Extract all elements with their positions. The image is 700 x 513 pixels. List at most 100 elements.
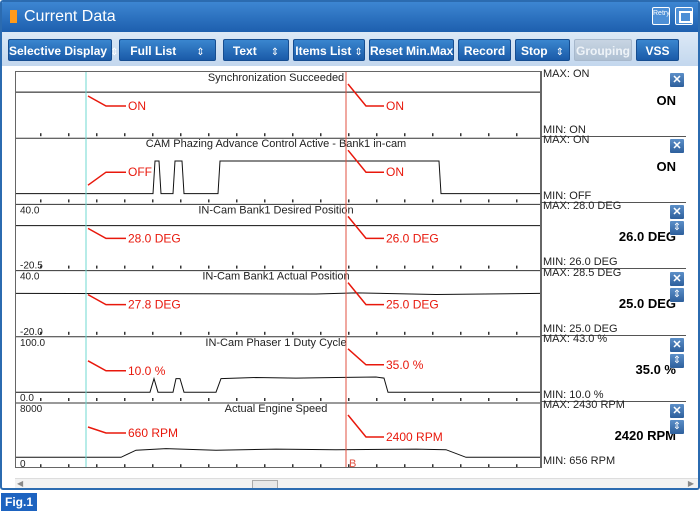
reset-min-max-button[interactable]: Reset Min.Max [369, 39, 454, 61]
annotation-arrow [347, 83, 384, 107]
axis-tick [264, 133, 266, 137]
value-divider [541, 400, 686, 402]
retry-button[interactable]: Retry [652, 7, 670, 25]
horizontal-scrollbar[interactable]: ◀ ▶ [15, 478, 698, 488]
scale-stepper-button[interactable]: ⇕ [670, 221, 684, 236]
axis-tick [264, 199, 266, 203]
record-button[interactable]: Record [458, 39, 511, 61]
y-axis-max-label: 8000 [20, 404, 43, 415]
scale-stepper-button[interactable]: ⇕ [670, 420, 684, 434]
axis-tick [152, 398, 154, 401]
axis-tick [152, 199, 154, 203]
signal-trace [16, 376, 540, 393]
axis-tick [68, 199, 70, 203]
remove-item-button[interactable]: ✕ [670, 73, 684, 87]
remove-item-button[interactable]: ✕ [670, 337, 684, 352]
axis-tick [124, 398, 126, 401]
axis-tick [488, 199, 490, 203]
figure-label: Fig.1 [1, 493, 38, 511]
max-value: MAX: ON [543, 134, 590, 147]
annotation-right-value: ON [386, 99, 404, 113]
max-value: MAX: 28.0 DEG [543, 200, 622, 213]
scale-stepper-button[interactable]: ⇕ [670, 353, 684, 368]
signal-trace [16, 448, 540, 458]
value-panel: MAX: ON ON MIN: ON ✕ [541, 68, 686, 137]
axis-tick [208, 133, 210, 137]
remove-item-button[interactable]: ✕ [670, 205, 684, 220]
stop-label: Stop [520, 44, 548, 58]
side-divider [541, 71, 542, 468]
signal-trace [16, 292, 540, 296]
axis-tick [68, 331, 70, 335]
axis-tick [124, 265, 126, 269]
axis-tick [404, 331, 406, 335]
items-list-select[interactable]: Items List ⇕ [293, 39, 365, 61]
axis-tick [516, 464, 518, 467]
axis-tick [460, 398, 462, 401]
axis-tick [488, 265, 490, 269]
axis-tick [460, 199, 462, 203]
axis-tick [404, 464, 406, 467]
scroll-right-icon[interactable]: ▶ [687, 479, 694, 488]
axis-tick [236, 199, 238, 203]
window-title: Current Data [24, 8, 116, 25]
y-axis-min-label: 0 [20, 459, 26, 468]
axis-tick [320, 331, 322, 335]
value-panel: MAX: 28.5 DEG 25.0 DEG MIN: 25.0 DEG ✕ ⇕ [541, 267, 686, 336]
vss-button[interactable]: VSS [636, 39, 679, 61]
selective-display-select[interactable]: Selective Display ⇕ [8, 39, 118, 61]
y-axis-min-label: -20.5 [20, 261, 43, 272]
axis-tick [68, 265, 70, 269]
min-value: MIN: 10.0 % [543, 388, 604, 401]
axis-tick [40, 398, 42, 401]
max-value: MAX: 43.0 % [543, 332, 608, 345]
min-value: MIN: ON [543, 124, 586, 136]
grouping-button[interactable]: Grouping [574, 39, 632, 61]
panel-title: CAM Phazing Advance Control Active - Ban… [146, 138, 406, 150]
scale-stepper-button[interactable]: ⇕ [670, 287, 684, 302]
full-list-select[interactable]: Full List ⇕ [119, 39, 216, 61]
stop-select[interactable]: Stop ⇕ [515, 39, 570, 61]
select-arrow-icon: ⇕ [270, 47, 280, 58]
y-axis-max-label: 100.0 [20, 338, 45, 349]
axis-tick [460, 331, 462, 335]
graph-area[interactable]: Synchronization Succeeded ON ON CAM Phazing… [15, 71, 541, 468]
axis-tick [180, 265, 182, 269]
remove-item-button[interactable]: ✕ [670, 404, 684, 418]
axis-tick [320, 199, 322, 203]
current-value: 25.0 DEG [618, 295, 676, 311]
axis-tick [124, 464, 126, 467]
axis-tick [376, 331, 378, 335]
axis-tick [236, 265, 238, 269]
max-value: MAX: ON [543, 68, 590, 80]
annotation-right-value: 2400 RPM [386, 430, 443, 444]
remove-item-button[interactable]: ✕ [670, 139, 684, 154]
title-bar: Current Data Retry [2, 2, 698, 32]
retry-label: Retry [653, 10, 670, 17]
axis-tick [68, 398, 70, 401]
current-data-window: Current Data Retry Selective Display ⇕ Fu… [0, 0, 700, 490]
axis-tick [516, 199, 518, 203]
annotation-right-value: 25.0 DEG [386, 298, 439, 312]
axis-tick [348, 265, 350, 269]
axis-tick [180, 133, 182, 137]
scroll-left-icon[interactable]: ◀ [17, 479, 24, 488]
axis-tick [264, 265, 266, 269]
axis-tick [292, 199, 294, 203]
value-panel: MAX: 43.0 % 35.0 % MIN: 10.0 % ✕ ⇕ [541, 332, 686, 402]
text-select[interactable]: Text ⇕ [223, 39, 289, 61]
scroll-thumb[interactable] [252, 480, 278, 488]
axis-tick [152, 464, 154, 467]
axis-tick [292, 133, 294, 137]
maximize-button[interactable] [675, 7, 693, 25]
axis-tick [180, 331, 182, 335]
axis-tick [208, 398, 210, 401]
remove-item-button[interactable]: ✕ [670, 271, 684, 286]
axis-tick [432, 331, 434, 335]
axis-tick [40, 199, 42, 203]
selective-display-label: Selective Display [9, 44, 108, 58]
stepper-icon: ⇕ [672, 222, 682, 234]
axis-tick [488, 464, 490, 467]
axis-tick [404, 133, 406, 137]
min-value: MIN: 25.0 DEG [543, 322, 618, 335]
